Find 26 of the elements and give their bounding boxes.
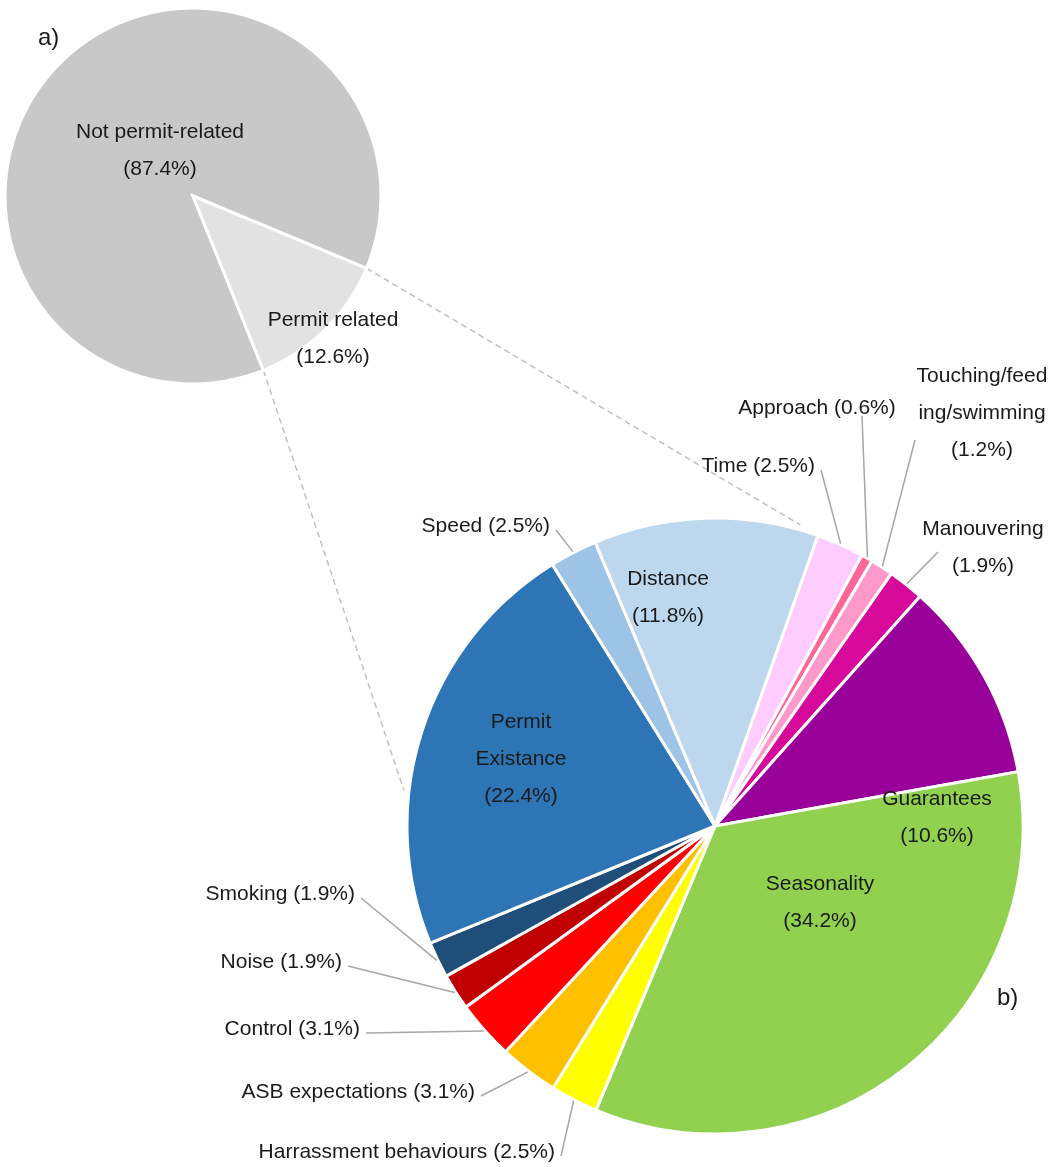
slice-label: Manouvering	[922, 515, 1044, 539]
data-label: (1.9%)	[952, 552, 1014, 576]
slice-label: Not permit-related	[75, 118, 245, 142]
slice-label: Permit Existance	[475, 708, 567, 769]
data-label: (22.4%)	[484, 782, 558, 806]
data-label: (34.2%)	[783, 907, 857, 931]
slice-label: Approach (0.6%)	[738, 394, 896, 418]
text: b)	[997, 983, 1019, 1010]
slice-label: Noise (1.9%)	[220, 948, 342, 972]
data-label: (1.2%)	[951, 436, 1013, 460]
slice-label: Distance	[627, 565, 709, 589]
slice-label: Touching/feeding/swimming	[916, 362, 1048, 423]
data-label: (12.6%)	[296, 343, 370, 367]
slice-label: Speed (2.5%)	[421, 512, 550, 536]
text: a)	[38, 23, 60, 50]
slice-label: Smoking (1.9%)	[205, 880, 355, 904]
data-label: (10.6%)	[900, 822, 974, 846]
data-label: (87.4%)	[123, 155, 197, 179]
slice-label: Guarantees	[882, 785, 992, 809]
slice-label: Control (3.1%)	[224, 1015, 360, 1039]
slice-label: Permit related	[267, 306, 399, 330]
slice-label: Seasonality	[765, 870, 875, 894]
slice-label: ASB expectations (3.1%)	[241, 1078, 475, 1102]
data-label: (11.8%)	[632, 602, 704, 626]
slice-label: Time (2.5%)	[701, 452, 815, 476]
slice-label: Harrassment behaviours (2.5%)	[258, 1138, 555, 1162]
